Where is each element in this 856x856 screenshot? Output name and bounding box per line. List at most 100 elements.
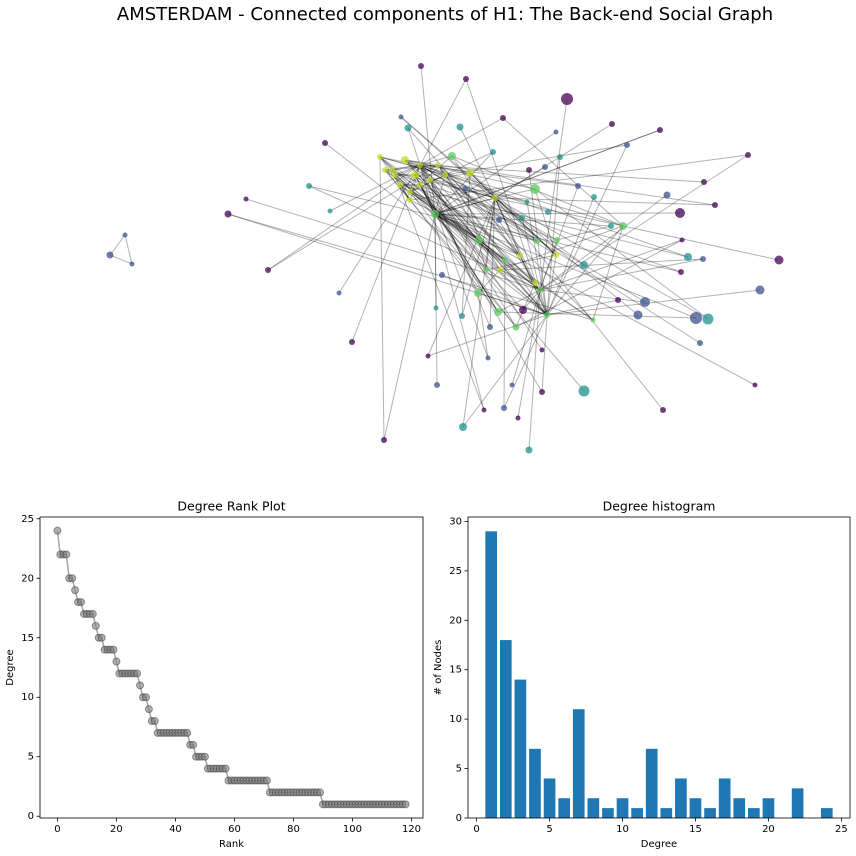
y-tick-label: 15 — [449, 665, 462, 676]
rank-marker — [97, 633, 106, 642]
edge — [461, 197, 496, 317]
edge — [399, 184, 411, 201]
rank-marker — [68, 574, 77, 583]
edge — [444, 144, 628, 176]
edge — [379, 156, 411, 201]
edge — [394, 174, 485, 411]
node — [530, 184, 540, 194]
x-tick-label: 20 — [110, 824, 123, 835]
node — [404, 124, 412, 132]
node — [633, 310, 643, 320]
edge — [526, 201, 548, 316]
edge — [434, 129, 661, 215]
node — [474, 289, 482, 297]
node — [466, 169, 474, 177]
node — [492, 195, 498, 201]
y-tick-label: 20 — [449, 615, 462, 626]
edge — [414, 164, 439, 176]
node — [407, 189, 413, 195]
edge — [109, 254, 133, 265]
axes-frame — [467, 516, 851, 819]
edge — [511, 289, 541, 386]
edge — [494, 197, 709, 320]
bar — [704, 808, 716, 818]
node — [702, 313, 714, 325]
edge — [384, 169, 517, 328]
node — [525, 446, 533, 454]
rank-marker — [183, 728, 192, 737]
node — [745, 152, 751, 158]
node — [407, 197, 413, 203]
edge — [503, 259, 506, 409]
node — [401, 156, 409, 164]
edge — [592, 225, 624, 321]
edge — [434, 197, 496, 215]
edge — [379, 156, 541, 291]
node — [431, 210, 439, 218]
edge — [419, 164, 538, 242]
node — [752, 382, 758, 388]
x-tick-label: 60 — [228, 824, 241, 835]
x-tick-label: 100 — [343, 824, 362, 835]
rank-marker — [200, 752, 209, 761]
edge — [494, 166, 546, 199]
rank-marker — [71, 586, 80, 595]
edge — [409, 155, 453, 193]
x-tick-label: 120 — [402, 824, 421, 835]
edge — [515, 282, 536, 328]
edge — [434, 213, 437, 309]
edge — [394, 174, 548, 316]
edge — [437, 164, 501, 271]
edge — [414, 174, 436, 215]
edge — [546, 254, 557, 316]
edge — [494, 197, 639, 316]
edge — [546, 299, 619, 316]
edge — [109, 234, 126, 256]
node — [494, 308, 502, 316]
y-tick-label: 0 — [28, 811, 34, 822]
edge — [464, 188, 487, 271]
edge — [399, 184, 548, 316]
edge — [419, 155, 453, 166]
node — [381, 437, 387, 443]
node — [417, 182, 423, 188]
edge — [469, 172, 557, 256]
x-tick-label: 15 — [689, 824, 702, 835]
edge — [419, 184, 558, 241]
bar — [485, 531, 498, 818]
edge — [391, 169, 521, 256]
node — [554, 237, 560, 243]
edge — [404, 159, 557, 256]
x-tick-label: 10 — [616, 824, 629, 835]
node — [679, 237, 685, 243]
edge — [503, 314, 548, 409]
edge — [499, 225, 624, 271]
edge — [494, 197, 536, 284]
edge — [419, 164, 501, 271]
node — [519, 215, 525, 221]
node — [106, 251, 114, 259]
edge — [419, 164, 517, 328]
bar — [748, 808, 760, 818]
edge — [245, 198, 541, 291]
bar — [762, 798, 775, 818]
node — [224, 210, 232, 218]
edge — [494, 197, 780, 261]
y-tick-label: 25 — [449, 566, 462, 577]
edge — [429, 179, 491, 328]
node — [684, 253, 692, 261]
edge — [539, 194, 668, 291]
node — [389, 167, 395, 173]
edge — [546, 156, 561, 316]
node — [660, 407, 666, 413]
edge — [419, 184, 499, 313]
node — [519, 306, 527, 314]
node — [481, 407, 487, 413]
bar — [689, 798, 702, 818]
node — [122, 232, 128, 238]
node — [545, 209, 551, 215]
edge — [267, 164, 439, 271]
edge — [308, 185, 541, 291]
bar — [543, 778, 556, 818]
